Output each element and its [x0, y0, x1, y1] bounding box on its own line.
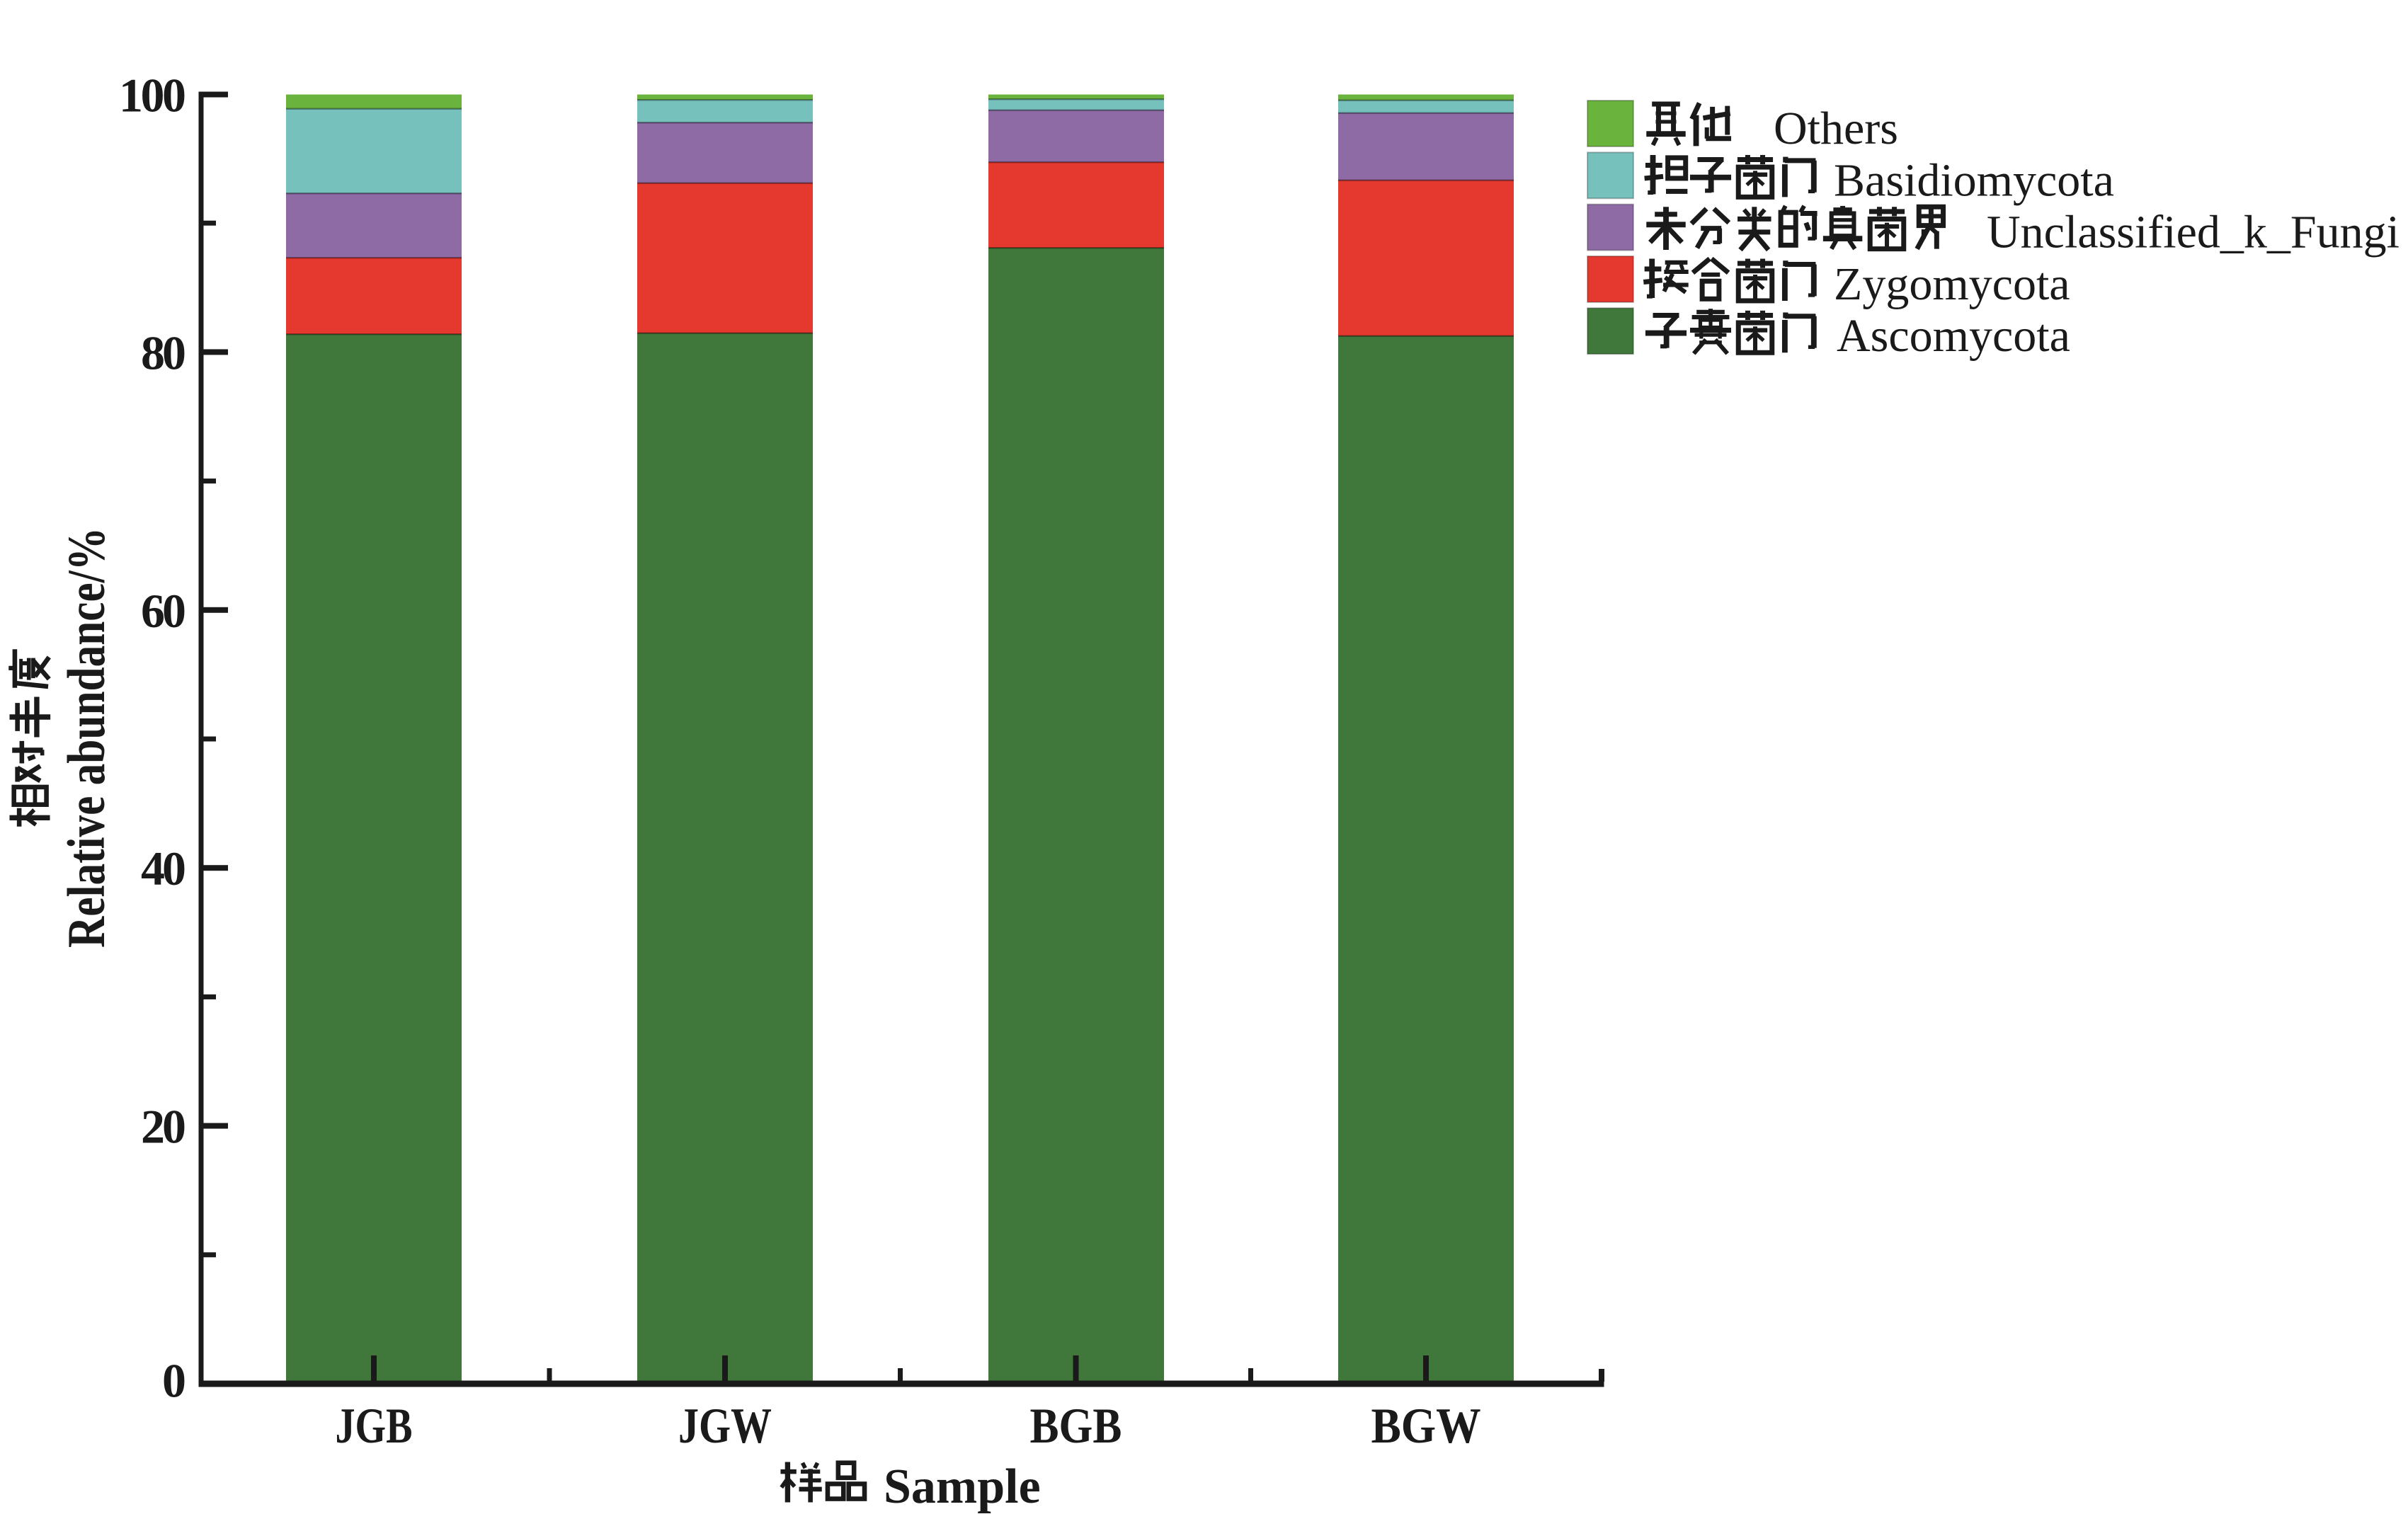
svg-text:BGW: BGW: [1371, 1399, 1481, 1454]
svg-text:40: 40: [141, 842, 186, 895]
svg-text:Basidiomycota: Basidiomycota: [1834, 154, 2114, 206]
svg-text:80: 80: [141, 326, 186, 379]
svg-text:100: 100: [119, 69, 186, 122]
svg-text:JGB: JGB: [336, 1399, 413, 1454]
svg-text:Others: Others: [1774, 103, 1898, 154]
svg-text:Relative abundance/%: Relative abundance/%: [57, 527, 116, 948]
svg-text:0: 0: [162, 1354, 186, 1408]
svg-text:Sample: Sample: [884, 1459, 1041, 1514]
svg-text:60: 60: [141, 584, 186, 638]
svg-text:Unclassified_k_Fungi: Unclassified_k_Fungi: [1987, 207, 2400, 258]
svg-text:BGB: BGB: [1030, 1399, 1122, 1454]
svg-text:20: 20: [141, 1100, 186, 1154]
svg-text:Ascomycota: Ascomycota: [1837, 310, 2070, 362]
svg-text:Zygomycota: Zygomycota: [1834, 258, 2070, 310]
svg-text:JGW: JGW: [678, 1399, 772, 1454]
